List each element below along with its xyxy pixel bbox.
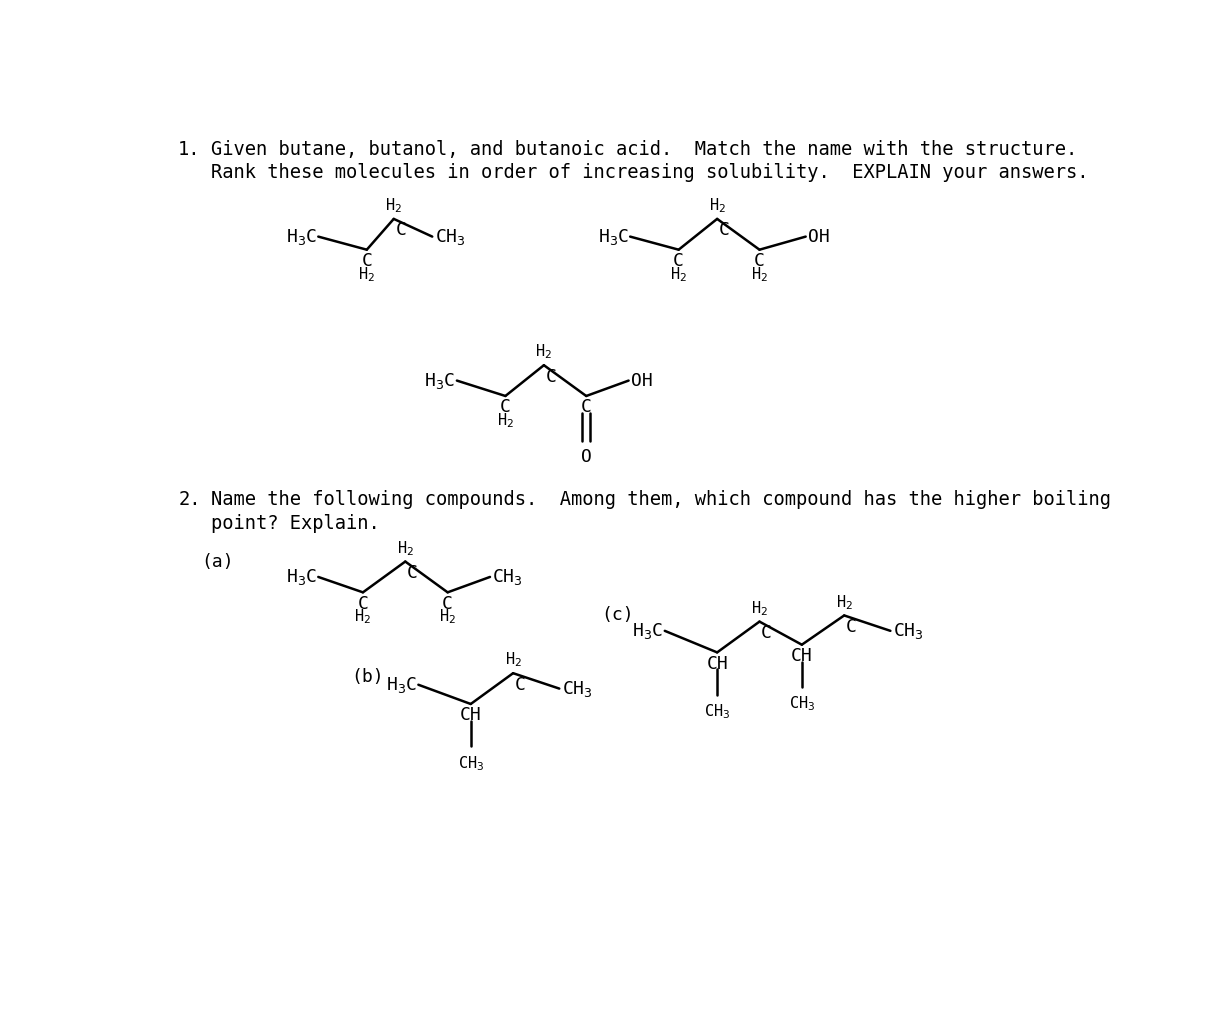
Text: CH$_3$: CH$_3$ (562, 679, 592, 699)
Text: C: C (846, 617, 856, 636)
Text: C: C (546, 368, 556, 385)
Text: 2.: 2. (178, 491, 201, 509)
Text: (a): (a) (201, 553, 233, 570)
Text: C: C (500, 399, 511, 416)
Text: H$_2$: H$_2$ (751, 265, 769, 284)
Text: H$_3$C: H$_3$C (424, 371, 455, 390)
Text: H$_3$C: H$_3$C (632, 620, 663, 641)
Text: CH: CH (706, 655, 728, 672)
Text: H$_2$: H$_2$ (670, 265, 687, 284)
Text: C: C (361, 252, 372, 270)
Text: (c): (c) (602, 606, 635, 624)
Text: Rank these molecules in order of increasing solubility.  EXPLAIN your answers.: Rank these molecules in order of increas… (212, 164, 1088, 182)
Text: H$_2$: H$_2$ (835, 593, 852, 611)
Text: OH: OH (807, 228, 829, 245)
Text: C: C (674, 252, 685, 270)
Text: CH$_3$: CH$_3$ (457, 754, 484, 773)
Text: CH: CH (790, 647, 812, 665)
Text: C: C (581, 399, 592, 416)
Text: CH: CH (460, 706, 482, 725)
Text: Given butane, butanol, and butanoic acid.  Match the name with the structure.: Given butane, butanol, and butanoic acid… (212, 140, 1077, 159)
Text: H$_3$C: H$_3$C (385, 675, 417, 695)
Text: C: C (358, 595, 368, 612)
Text: (b): (b) (351, 668, 384, 686)
Text: C: C (754, 252, 765, 270)
Text: H$_2$: H$_2$ (709, 196, 726, 215)
Text: CH$_3$: CH$_3$ (492, 567, 523, 587)
Text: point? Explain.: point? Explain. (212, 513, 379, 532)
Text: H$_3$C: H$_3$C (286, 227, 316, 246)
Text: C: C (407, 564, 418, 582)
Text: H$_2$: H$_2$ (359, 265, 376, 284)
Text: C: C (395, 221, 406, 239)
Text: CH$_3$: CH$_3$ (789, 695, 815, 713)
Text: C: C (443, 595, 454, 612)
Text: H$_3$C: H$_3$C (597, 227, 629, 246)
Text: H$_2$: H$_2$ (505, 651, 522, 669)
Text: CH$_3$: CH$_3$ (893, 620, 923, 641)
Text: Name the following compounds.  Among them, which compound has the higher boiling: Name the following compounds. Among them… (212, 491, 1111, 509)
Text: H$_2$: H$_2$ (535, 342, 552, 362)
Text: H$_3$C: H$_3$C (286, 567, 316, 587)
Text: 1.: 1. (178, 140, 201, 159)
Text: H$_2$: H$_2$ (396, 539, 413, 558)
Text: H$_2$: H$_2$ (439, 608, 456, 626)
Text: H$_2$: H$_2$ (354, 608, 371, 626)
Text: CH$_3$: CH$_3$ (434, 227, 466, 246)
Text: H$_2$: H$_2$ (751, 599, 769, 617)
Text: H$_2$: H$_2$ (385, 196, 402, 215)
Text: OH: OH (631, 372, 653, 389)
Text: C: C (514, 676, 525, 694)
Text: C: C (761, 623, 772, 642)
Text: C: C (719, 221, 730, 239)
Text: H$_2$: H$_2$ (497, 412, 514, 430)
Text: O: O (581, 449, 592, 466)
Text: CH$_3$: CH$_3$ (704, 702, 731, 722)
